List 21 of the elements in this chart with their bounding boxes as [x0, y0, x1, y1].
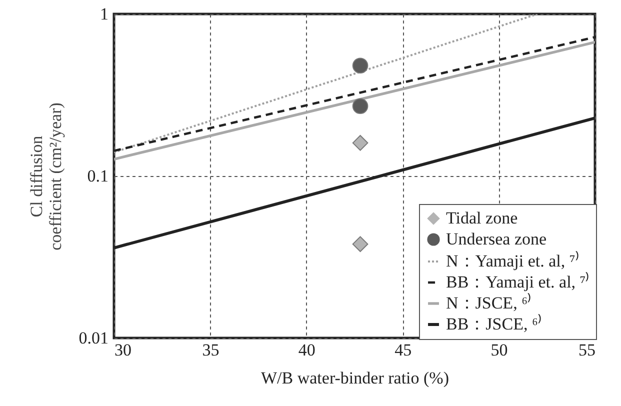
point: [352, 98, 368, 114]
x-tick-label: 40: [298, 340, 316, 360]
legend-label: N：Yamaji et. al, ⁷⁾: [446, 250, 580, 270]
legend-label: BB：Yamaji et. al, ⁷⁾: [446, 272, 590, 292]
x-tick-label: 45: [394, 340, 412, 360]
point: [352, 135, 368, 151]
legend-label: BB：JSCE, ⁶⁾: [446, 314, 542, 334]
x-tick-label: 50: [490, 340, 508, 360]
y-tick-label: 0.1: [87, 166, 108, 186]
x-axis-title: W/B water-binder ratio (%): [261, 368, 449, 388]
legend-label: Tidal zone: [446, 208, 518, 228]
legend-label: Undersea zone: [446, 230, 547, 248]
point: [352, 236, 368, 252]
legend-label: N：JSCE, ⁶⁾: [446, 292, 532, 312]
x-tick-label: 30: [114, 340, 132, 360]
y-tick-label: 1: [100, 4, 108, 24]
x-tick-label: 35: [202, 340, 220, 360]
x-tick-label: 55: [578, 340, 596, 360]
y-tick-label: 0.01: [78, 328, 108, 348]
point: [352, 58, 368, 74]
y-axis-title: Cl diffusion coefficient (cm²/year): [26, 102, 65, 250]
